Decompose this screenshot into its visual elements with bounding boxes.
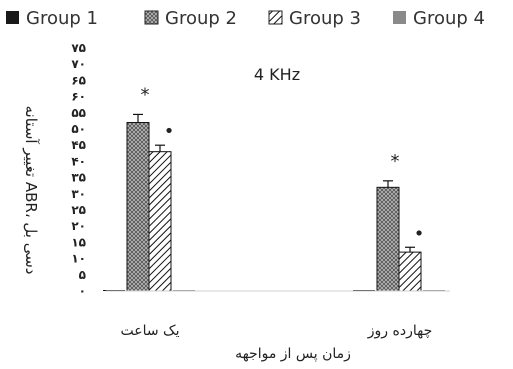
legend-label-group3: Group 3 [289,8,361,29]
category-label-1: یک ساعت [121,323,180,339]
y-tick-label: ۱۵ [71,235,86,249]
bar-series-3-category-2 [398,251,422,292]
legend-item-group4: Group 4 [393,8,485,29]
category-label-2: چهارده روز [367,323,432,339]
legend-label-group1: Group 1 [26,8,98,29]
y-tick-label: ۳۰ [71,187,86,201]
y-tick-label: ۶۵ [71,73,86,87]
y-tick-label: ۵۵ [71,106,86,120]
legend-item-group1: Group 1 [6,8,98,29]
y-tick-label: ۵۰ [71,122,86,136]
legend-label-group2: Group 2 [165,8,237,29]
legend-item-group3: Group 3 [268,8,361,29]
y-tick-labels: ۰ ۵ ۱۰ ۱۵ ۲۰ ۲۵ ۳۰ ۳۵ ۴۰ ۴۵ ۵۰ ۵۵ ۶۰ ۶۵ ۷۰ ۷۵ [71,41,86,298]
y-tick-label: ۳۵ [71,171,86,185]
legend-swatch-group2 [144,10,159,25]
y-tick-label: ۲۵ [71,203,86,217]
legend-swatch-group1 [6,11,19,24]
chart-title: 4 KHz [254,65,300,84]
significance-asterisk: * [141,84,150,105]
significance-dot: • [164,121,175,142]
bars: * * • • [103,84,445,292]
y-axis-title: تغییر آستانه ABR، دسی بل [22,106,40,275]
y-tick-label: ۵ [79,268,86,282]
bar-series-2-category-1 [126,122,150,292]
y-tick-label: ۶۰ [71,90,86,104]
legend: Group 1 Group 2 Group 3 Group 4 [6,8,485,29]
legend-label-group4: Group 4 [413,8,485,29]
significance-asterisk: * [391,151,400,172]
bar-series-2-category-2 [376,186,400,292]
legend-swatch-group3 [268,10,283,25]
legend-item-group2: Group 2 [144,8,237,29]
x-axis-title: زمان پس از مواجهه [235,346,351,362]
y-tick-label: ۷۵ [71,41,86,55]
legend-swatch-group4 [393,11,406,24]
y-tick-label: ۱۰ [71,252,86,266]
y-tick-label: ۷۰ [71,57,86,71]
y-tick-label: ۲۰ [71,219,86,233]
y-tick-label: ۰ [79,284,86,298]
y-tick-label: ۴۵ [71,138,86,152]
significance-dot: • [414,223,425,244]
bar-series-3-category-1 [148,151,172,292]
y-tick-label: ۴۰ [71,154,86,168]
